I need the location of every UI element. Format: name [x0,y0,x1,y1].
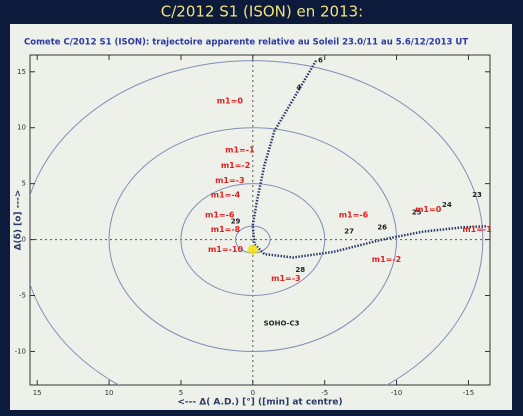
trajectory [251,59,488,259]
chart-background [10,24,512,410]
y-tick-label: -5 [19,292,26,300]
x-tick-label: 15 [33,389,42,397]
plot-frame [29,54,491,386]
chart-subtitle: Comete C/2012 S1 (ISON): trajectoire app… [24,38,468,48]
annotation: m1=-2 [372,255,402,264]
field-circle [30,60,484,385]
annotation: m1=-6 [339,210,369,219]
annotation: m1=0 [217,96,244,105]
annotation: 27 [344,228,354,236]
annotation: 24 [442,201,452,209]
annotation: m1=-8 [211,225,241,234]
annotation: 29 [231,218,241,226]
x-tick-label: 5 [179,389,183,397]
annotation: m1=-3 [215,176,245,185]
annotation: m1=-10 [208,245,243,254]
field-circle [108,127,398,352]
annotation: m1=-6 [205,210,235,219]
annotation: 23 [472,191,482,199]
y-tick-label: 5 [22,180,26,188]
annotation: m1=-1 [462,225,492,234]
y-tick-label: 15 [17,68,26,76]
annotation: 6 [318,57,323,65]
annotation: m1=-1 [225,146,255,155]
annotation: SOHO-C3 [264,319,300,327]
slide-title: C/2012 S1 (ISON) en 2013: [161,3,363,21]
y-tick-label: -10 [15,347,26,355]
x-tick-label: -15 [463,389,474,397]
annotation: m1=-3 [271,274,301,283]
x-axis-label: <--- Δ( A.D.) [°] ([min] at centre) [177,398,342,408]
x-tick-label: -10 [391,389,402,397]
annotation: 25 [412,209,422,217]
y-tick-label: 10 [17,124,26,132]
annotation: m1=-4 [211,190,241,199]
annotation: 26 [377,223,387,231]
annotation: m1=-2 [221,161,251,170]
annotation: m1=0 [415,205,442,214]
x-tick-label: 10 [105,389,114,397]
y-tick-label: 0 [22,236,26,244]
x-tick-label: 0 [251,389,255,397]
annotation: 28 [295,266,305,274]
annotation: 4 [296,83,301,91]
y-axis-label: Δ(δ) [o] ---> [14,190,24,251]
field-circle [180,183,326,297]
sun-marker [247,244,258,255]
x-tick-label: -5 [321,389,328,397]
